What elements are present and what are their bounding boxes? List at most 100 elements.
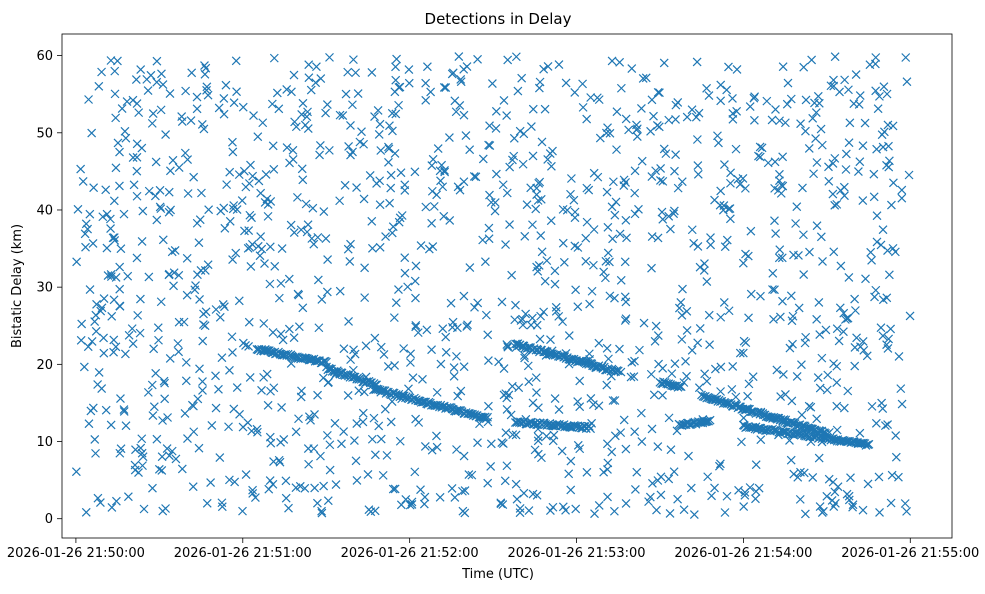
data-point [658,390,667,400]
data-point [370,333,380,343]
data-point [673,494,683,504]
data-point [692,135,702,144]
data-point [778,181,788,191]
data-point [822,385,832,395]
data-point [277,244,287,254]
data-point [385,121,394,131]
data-point [853,167,863,177]
data-point [181,376,191,386]
data-point [814,298,824,307]
data-point [165,166,175,176]
data-point [533,432,543,442]
data-point [720,160,729,170]
data-point [319,481,329,491]
data-point [250,493,260,502]
data-point [788,339,797,349]
data-point [878,331,888,341]
data-point [313,232,323,242]
data-point [282,143,292,153]
data-point [486,461,496,471]
data-point [369,413,379,423]
data-point [318,373,328,383]
data-point [202,85,211,95]
data-point [294,414,303,424]
data-point [435,492,445,502]
data-point [887,470,897,480]
data-point [655,176,665,185]
data-point [653,442,663,451]
data-point [375,242,385,252]
data-point [654,359,664,369]
data-point [510,315,520,325]
data-point [754,483,764,493]
data-point [832,401,842,411]
data-point [437,160,447,170]
data-point [582,114,592,124]
data-point [155,185,165,195]
data-point [254,176,264,186]
data-point [195,295,204,304]
data-point [821,325,831,335]
data-point [427,218,437,228]
data-point [515,126,525,136]
data-point [896,384,906,394]
data-point [374,421,384,431]
data-point [81,507,91,517]
data-point [786,455,796,465]
data-point [757,143,767,153]
data-point [536,311,546,321]
data-point [636,104,646,113]
data-point [132,253,142,263]
data-point [605,257,614,267]
data-point [522,200,532,210]
data-point [462,62,472,72]
data-point [76,335,86,345]
y-tick-label: 0 [45,512,53,527]
data-point [111,113,121,123]
data-point [883,120,893,130]
data-point [673,183,683,193]
data-point [181,357,191,367]
data-point [794,303,804,313]
data-point [751,460,761,470]
data-point [669,209,679,219]
data-point [513,339,523,349]
data-point [540,276,550,286]
data-point [222,180,232,190]
data-point [456,386,466,396]
data-point [123,492,133,502]
data-point [550,394,560,403]
data-point [755,152,765,162]
data-point [165,353,175,363]
data-point [192,104,202,114]
data-point [659,144,669,154]
data-point [270,261,280,271]
data-point [238,422,248,432]
data-point [693,242,703,251]
data-point [144,272,154,282]
data-point [694,383,704,393]
data-point [509,133,519,143]
data-point [138,452,148,462]
data-point [693,161,703,170]
data-point [113,138,123,148]
data-point [613,366,623,376]
data-point [259,319,269,328]
data-point [519,351,529,360]
data-point [571,285,581,295]
data-point [564,469,574,479]
data-point [192,218,202,228]
data-point [874,472,884,482]
data-point [370,450,380,460]
data-point [132,166,142,176]
data-point [394,100,404,110]
data-point [671,150,681,160]
data-point [797,360,806,370]
x-tick-label: 2026-01-26 21:53:00 [507,546,645,561]
x-axis-label: Time (UTC) [461,567,534,582]
data-point [707,491,716,501]
data-point [187,400,197,410]
data-point [509,151,519,161]
data-point [340,180,350,190]
data-point [139,504,149,514]
